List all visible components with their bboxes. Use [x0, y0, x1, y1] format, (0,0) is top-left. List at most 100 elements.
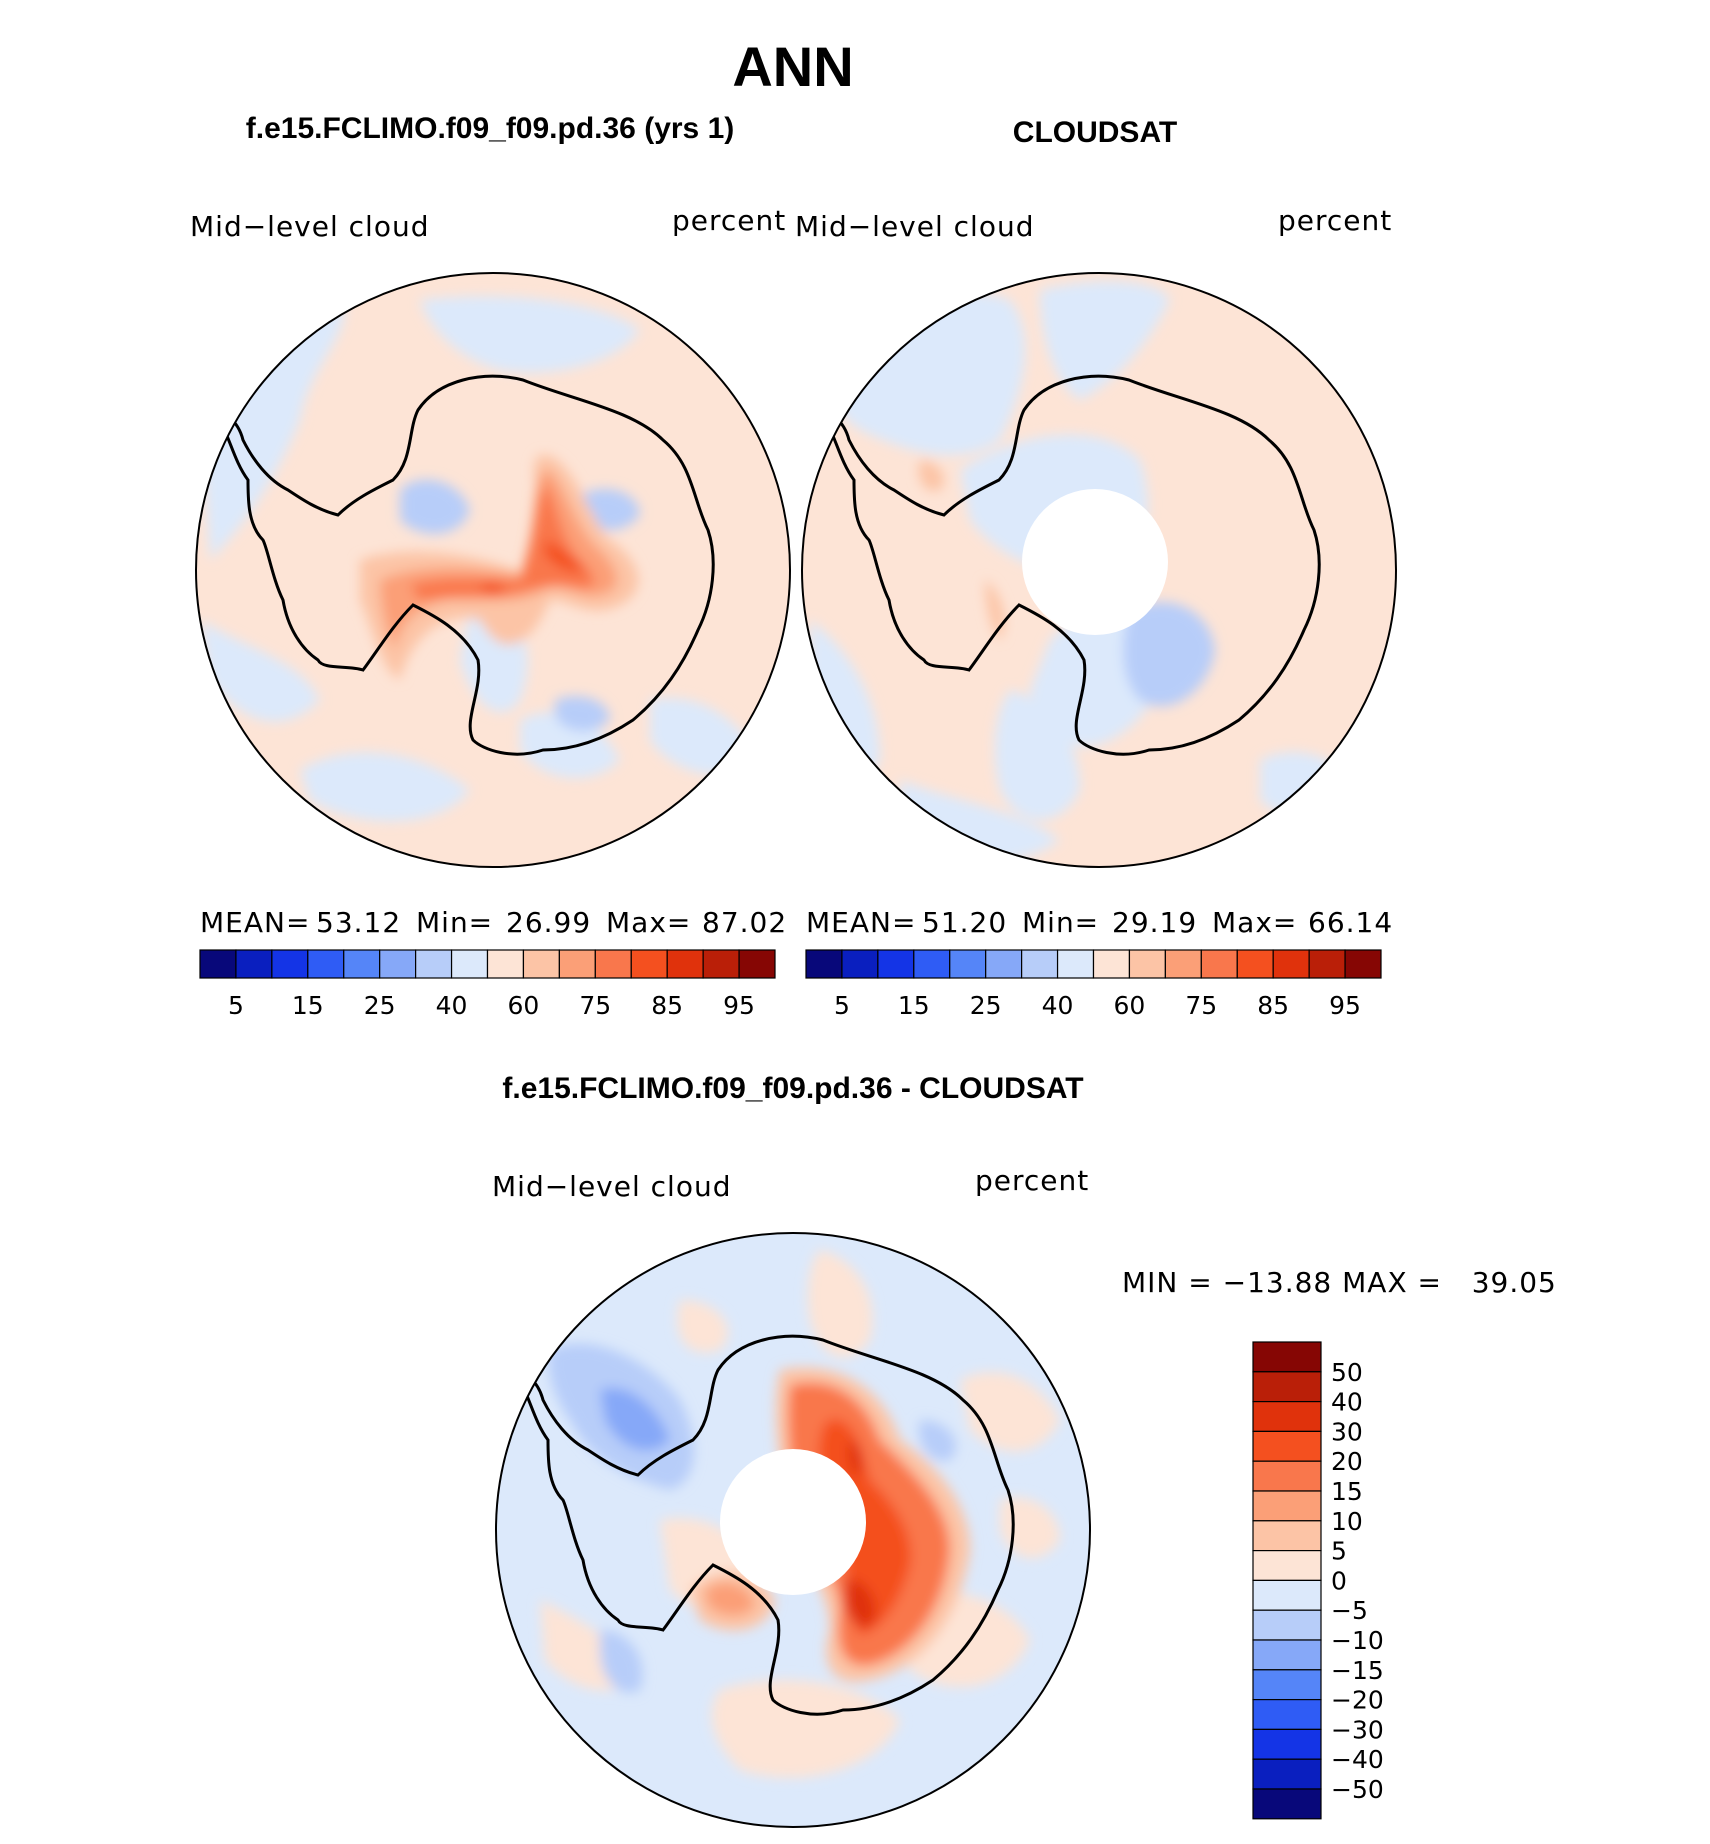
- diff-colorbar-tick: 20: [1331, 1447, 1363, 1476]
- obs-colorbar-tick: 15: [898, 991, 930, 1020]
- model-colorbar-swatch: [343, 949, 381, 979]
- diff-units-label: percent: [975, 1164, 1089, 1197]
- obs-colorbar-swatch: [1092, 949, 1131, 979]
- diff-minmax-label: MIN = −13.88 MAX = 39.05: [1122, 1266, 1557, 1299]
- obs-colorbar-swatch: [877, 949, 915, 979]
- model-colorbar-tick: 95: [723, 991, 755, 1020]
- diff-colorbar-tick: −5: [1331, 1596, 1368, 1625]
- diff-colorbar-swatch: [1252, 1669, 1322, 1701]
- model-colorbar-swatch: [630, 949, 668, 979]
- model-colorbar-tick: 40: [436, 991, 468, 1020]
- model-panel-title: f.e15.FCLIMO.f09_f09.pd.36 (yrs 1): [246, 112, 735, 145]
- obs-map: [801, 272, 1397, 868]
- model-max-value: 87.02: [702, 906, 787, 939]
- diff-colorbar-tick: −20: [1331, 1686, 1384, 1715]
- obs-stats: MEAN= 51.20 Min= 29.19 Max= 66.14: [806, 906, 1393, 939]
- obs-colorbar-swatch: [805, 949, 843, 979]
- obs-colorbar-swatch: [1200, 949, 1238, 979]
- obs-mean-value: 51.20: [922, 906, 1007, 939]
- obs-colorbar-tick: 85: [1257, 991, 1289, 1020]
- obs-mean-label: MEAN=: [806, 906, 916, 939]
- obs-colorbar: 5 15 25 40 60 75 85 95: [805, 949, 1382, 1020]
- model-colorbar: 5 15 25 40 60 75 85 95: [199, 949, 776, 1020]
- model-map: [195, 272, 791, 868]
- obs-colorbar-tick: 5: [834, 991, 850, 1020]
- difference-map: [495, 1232, 1091, 1828]
- model-colorbar-swatch: [738, 949, 776, 979]
- diff-colorbar-swatch: [1252, 1639, 1322, 1671]
- obs-min-label: Min=: [1022, 906, 1099, 939]
- obs-units-label: percent: [1278, 204, 1392, 237]
- diff-colorbar-swatch: [1252, 1341, 1322, 1373]
- diff-colorbar-swatch: [1252, 1549, 1322, 1581]
- model-colorbar-swatch: [558, 949, 596, 979]
- diff-colorbar-tick: 40: [1331, 1388, 1363, 1417]
- diff-colorbar-tick: −50: [1331, 1775, 1384, 1804]
- diff-colorbar-tick: 30: [1331, 1417, 1363, 1446]
- diff-colorbar-tick: −40: [1331, 1745, 1384, 1774]
- model-colorbar-swatch: [702, 949, 740, 979]
- model-colorbar-tick: 25: [364, 991, 396, 1020]
- obs-colorbar-tick: 25: [970, 991, 1002, 1020]
- model-colorbar-swatch: [199, 949, 237, 979]
- obs-colorbar-tick: 40: [1042, 991, 1074, 1020]
- diff-colorbar-tick: 50: [1331, 1358, 1363, 1387]
- diff-colorbar-swatch: [1252, 1460, 1322, 1492]
- model-colorbar-swatch: [379, 949, 417, 979]
- model-colorbar-swatch: [486, 949, 525, 979]
- model-colorbar-tick: 15: [292, 991, 324, 1020]
- diff-colorbar-tick: 0: [1331, 1566, 1347, 1595]
- model-colorbar-swatch: [666, 949, 704, 979]
- model-colorbar-tick: 75: [579, 991, 611, 1020]
- model-mean-value: 53.12: [316, 906, 401, 939]
- model-colorbar-swatch: [450, 949, 489, 979]
- diff-colorbar-tick: −15: [1331, 1656, 1384, 1685]
- model-colorbar-swatch: [415, 949, 453, 979]
- obs-colorbar-swatch: [1056, 949, 1095, 979]
- model-colorbar-swatch: [235, 949, 273, 979]
- diff-colorbar-swatch: [1252, 1430, 1322, 1462]
- model-colorbar-swatch: [522, 949, 560, 979]
- diff-panel-title: f.e15.FCLIMO.f09_f09.pd.36 - CLOUDSAT: [502, 1072, 1083, 1105]
- model-stats: MEAN= 53.12 Min= 26.99 Max= 87.02: [200, 906, 787, 939]
- obs-panel-title: CLOUDSAT: [1013, 116, 1177, 149]
- obs-colorbar-swatch: [1128, 949, 1166, 979]
- obs-colorbar-swatch: [1344, 949, 1382, 979]
- model-colorbar-tick: 60: [508, 991, 540, 1020]
- diff-colorbar-tick: 15: [1331, 1477, 1363, 1506]
- model-colorbar-tick: 5: [228, 991, 244, 1020]
- obs-colorbar-swatch: [985, 949, 1023, 979]
- model-min-value: 26.99: [506, 906, 591, 939]
- obs-variable-label: Mid−level cloud: [795, 210, 1034, 243]
- diff-variable-label: Mid−level cloud: [492, 1170, 731, 1203]
- diff-colorbar-swatch: [1252, 1490, 1322, 1522]
- obs-max-label: Max=: [1212, 906, 1297, 939]
- obs-colorbar-swatch: [913, 949, 951, 979]
- obs-max-value: 66.14: [1308, 906, 1393, 939]
- model-colorbar-swatch: [271, 949, 309, 979]
- diff-colorbar-swatch: [1252, 1400, 1322, 1432]
- diff-colorbar-swatch: [1252, 1758, 1322, 1790]
- diff-colorbar-swatch: [1252, 1520, 1322, 1552]
- model-colorbar-swatch: [594, 949, 632, 979]
- model-colorbar-tick: 85: [651, 991, 683, 1020]
- model-variable-label: Mid−level cloud: [190, 210, 429, 243]
- model-min-label: Min=: [416, 906, 493, 939]
- diff-colorbar-tick: 5: [1331, 1537, 1347, 1566]
- model-colorbar-swatch: [307, 949, 345, 979]
- obs-colorbar-swatch: [1272, 949, 1310, 979]
- model-mean-label: MEAN=: [200, 906, 310, 939]
- obs-colorbar-swatch: [1164, 949, 1202, 979]
- diff-colorbar-swatch: [1252, 1371, 1322, 1403]
- model-max-label: Max=: [606, 906, 691, 939]
- obs-colorbar-tick: 75: [1185, 991, 1217, 1020]
- obs-colorbar-swatch: [1236, 949, 1274, 979]
- obs-colorbar-swatch: [1308, 949, 1346, 979]
- diff-colorbar-swatch: [1252, 1788, 1322, 1820]
- main-title: ANN: [732, 35, 853, 98]
- diff-colorbar-tick: 10: [1331, 1507, 1363, 1536]
- diff-colorbar-swatch: [1252, 1698, 1322, 1730]
- diff-colorbar-tick: −10: [1331, 1626, 1384, 1655]
- obs-colorbar-tick: 60: [1114, 991, 1146, 1020]
- diff-colorbar-tick: −30: [1331, 1715, 1384, 1744]
